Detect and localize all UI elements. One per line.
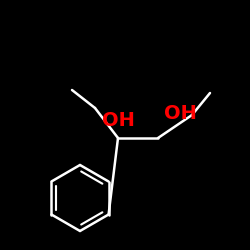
Text: OH: OH xyxy=(164,104,196,123)
Text: OH: OH xyxy=(102,111,134,130)
